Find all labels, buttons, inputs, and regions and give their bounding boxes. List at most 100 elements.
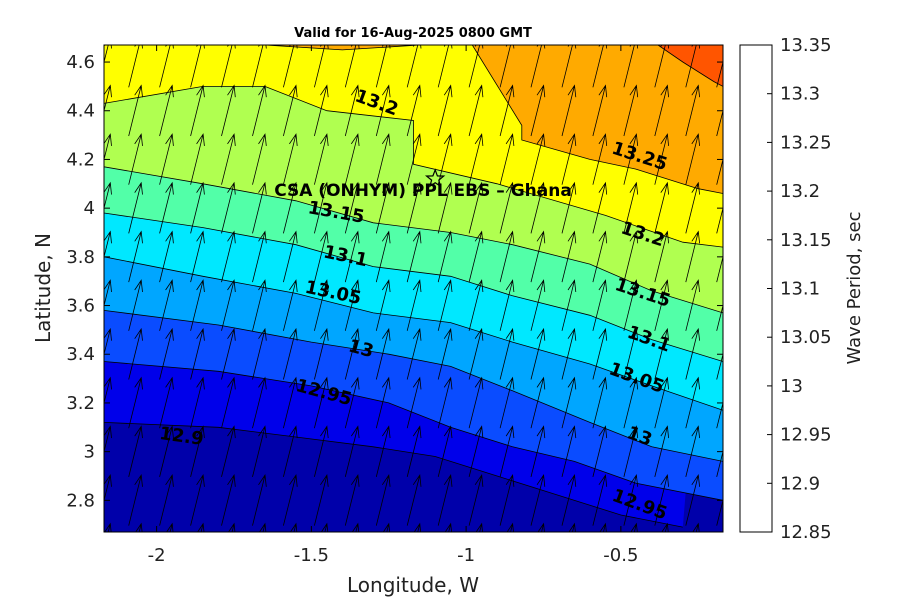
vector-arrow (654, 133, 669, 185)
vector-arrow (221, 376, 236, 429)
vector-arrow (685, 376, 700, 429)
vector-arrow (592, 473, 608, 526)
vector-arrow (437, 84, 453, 137)
vector-arrow (190, 327, 205, 380)
vector-arrow (314, 376, 329, 429)
vector-arrow (283, 181, 298, 234)
vector-arrow (561, 425, 577, 477)
vector-arrow (283, 425, 298, 477)
vector-arrow (654, 181, 669, 234)
vector-arrow (716, 240, 723, 283)
vector-arrow (375, 133, 391, 185)
vector-arrow (561, 181, 577, 234)
vector-arrow (561, 279, 577, 331)
vector-arrow (592, 376, 608, 429)
vector-arrow (252, 133, 267, 185)
vector-arrow (561, 327, 577, 380)
vector-arrow (716, 191, 723, 234)
plot-frame (103, 44, 724, 533)
vector-arrow (104, 376, 112, 405)
vector-arrow (128, 181, 143, 234)
contour-line-12.9 (104, 422, 683, 528)
x-tick-label: -0.5 (603, 545, 638, 566)
vector-arrow (499, 181, 515, 234)
site-annotation: CSA (ONHYM) PPL EBS – Ghana (274, 181, 572, 201)
site-star-icon (424, 168, 446, 188)
vector-arrow (375, 279, 391, 331)
vector-arrow (437, 327, 453, 380)
contour-line-13 (104, 310, 723, 462)
vector-arrow (654, 376, 669, 429)
vector-arrow (406, 473, 422, 526)
y-tick-label: 4.2 (66, 149, 95, 170)
vector-arrow (468, 376, 484, 429)
vector-arrow (623, 84, 639, 137)
vector-arrow (530, 327, 546, 380)
vector-arrow (104, 84, 112, 113)
vector-arrow (375, 376, 391, 429)
vector-arrow (314, 84, 329, 137)
vector-arrow (252, 327, 267, 380)
vector-arrow (159, 376, 174, 429)
vector-arrow (530, 425, 546, 477)
vector-arrow (530, 376, 546, 429)
vector-arrow (406, 376, 422, 429)
vector-arrow (314, 327, 329, 380)
vector-arrow (252, 230, 267, 283)
vector-arrow (375, 84, 391, 137)
colorbar-tick-label: 13.25 (780, 132, 832, 153)
vector-arrow (190, 376, 205, 429)
vector-arrow (623, 279, 639, 331)
vector-arrow (104, 425, 112, 454)
vector-arrow (406, 133, 422, 185)
vector-arrow (159, 133, 174, 185)
vector-arrow (344, 84, 360, 137)
colorbar-tick-label: 13.3 (780, 84, 820, 105)
y-axis: 2.8 3 3.2 3.4 3.6 3.8 4 4.2 4.4 4.6 (66, 52, 723, 511)
vector-arrow (592, 230, 608, 283)
vector-arrow (623, 181, 639, 234)
vector-arrow (314, 181, 329, 234)
vector-arrow (685, 230, 700, 283)
vector-arrow (530, 473, 546, 526)
x-tick-label: -2 (148, 545, 166, 566)
vector-arrow (468, 181, 484, 234)
vector-arrow (104, 279, 112, 308)
fill-band-13.25 (264, 45, 420, 50)
vector-arrow (128, 425, 143, 477)
vector-arrow (716, 45, 723, 88)
colorbar-tick-label: 13.2 (780, 181, 820, 202)
y-tick-label: 4.6 (66, 52, 95, 73)
vector-arrow (685, 473, 700, 526)
x-axis-label: Longitude, W (347, 573, 479, 597)
vector-arrow (375, 327, 391, 380)
vector-arrow (283, 327, 298, 380)
colorbar-tick-label: 12.9 (780, 473, 820, 494)
vector-arrow (128, 279, 143, 331)
vector-arrow (128, 84, 143, 137)
vector-arrow (344, 327, 360, 380)
vector-arrow (344, 425, 360, 477)
y-tick-label: 3.6 (66, 296, 95, 317)
vector-arrow (685, 84, 700, 137)
y-tick-label: 3 (84, 442, 95, 463)
vector-arrow (592, 279, 608, 331)
vector-arrow (104, 181, 112, 210)
vector-arrow (283, 279, 298, 331)
vector-arrow (716, 337, 723, 380)
vector-arrow (221, 84, 236, 137)
vector-arrow (623, 425, 639, 477)
vector-arrow (375, 230, 391, 283)
vector-arrow (252, 181, 267, 234)
vector-arrow (499, 133, 515, 185)
vector-arrow (406, 327, 422, 380)
contour-line-13.25 (471, 45, 723, 194)
vector-arrow (499, 230, 515, 283)
vector-arrow (406, 279, 422, 331)
vector-arrow (437, 425, 453, 477)
vector-arrow (561, 376, 577, 429)
vector-arrow (685, 181, 700, 234)
vector-arrow (654, 279, 669, 331)
x-tick-label: -1.5 (294, 545, 329, 566)
